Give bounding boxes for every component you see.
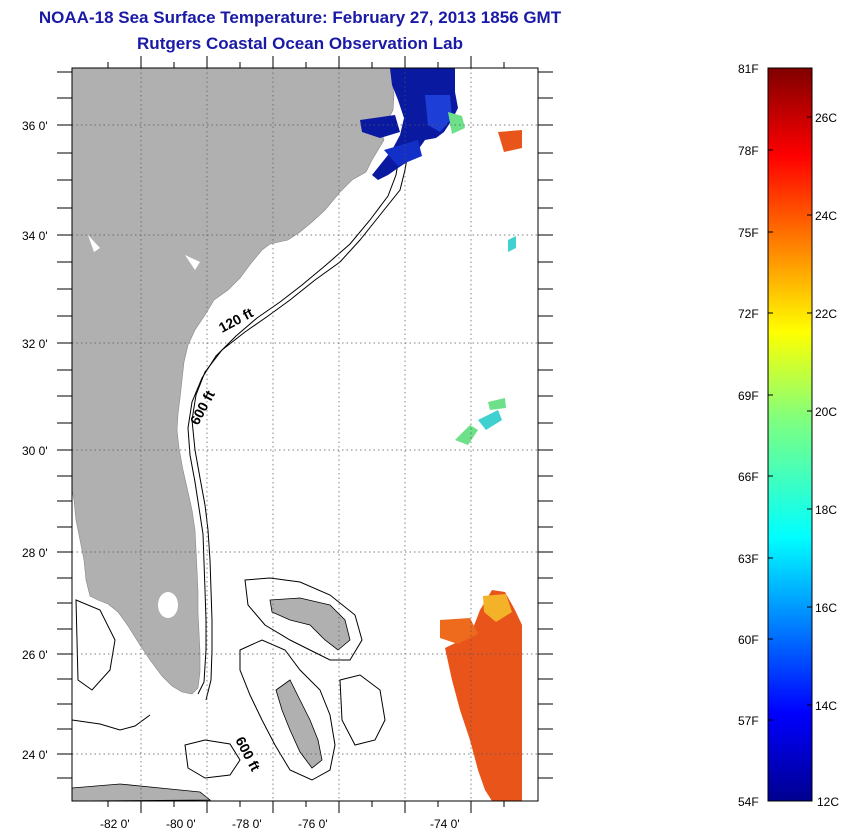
- lon-tick-label: -82 0': [100, 817, 130, 831]
- lat-tick-label: 36 0': [22, 119, 48, 133]
- map-graticule: [72, 68, 538, 801]
- colorbar-c-label: 20C: [815, 405, 837, 419]
- colorbar-f-label: 57F: [738, 714, 759, 728]
- lat-tick-label: 24 0': [22, 748, 48, 762]
- colorbar-f-label: 72F: [738, 307, 759, 321]
- lat-tick-label: 34 0': [22, 229, 48, 243]
- lon-tick-marks: [107, 56, 505, 813]
- colorbar-gradient: [767, 67, 813, 802]
- colorbar-c-label: 22C: [815, 307, 837, 321]
- colorbar-f-label: 66F: [738, 470, 759, 484]
- lat-tick-label: 32 0': [22, 337, 48, 351]
- bahamas-islands: [72, 597, 351, 801]
- sst-cold-patch: [360, 68, 465, 180]
- sst-scattered-patches: [455, 236, 516, 445]
- colorbar-c-label: 12C: [817, 795, 839, 809]
- map-plot-area: 120 ft 600 ft 600 ft: [22, 56, 553, 831]
- estuary: [185, 255, 200, 270]
- sst-warm-patch: [440, 130, 522, 801]
- colorbar-f-label: 54F: [738, 795, 759, 809]
- lon-tick-label: -78 0': [232, 817, 262, 831]
- colorbar-f-label: 60F: [738, 633, 759, 647]
- colorbar-c-label: 24C: [815, 209, 837, 223]
- map-frame: [71, 67, 539, 802]
- lon-tick-label: -74 0': [430, 817, 460, 831]
- colorbar-f-label: 63F: [738, 552, 759, 566]
- colorbar-f-label: 69F: [738, 389, 759, 403]
- colorbar-f-label: 81F: [738, 62, 759, 76]
- lake-okeechobee: [158, 592, 178, 618]
- colorbar-c-label: 14C: [815, 699, 837, 713]
- colorbar-c-label: 26C: [815, 111, 837, 125]
- colorbar-f-label: 78F: [738, 144, 759, 158]
- lat-tick-label: 28 0': [22, 546, 48, 560]
- colorbar-c-label: 16C: [815, 601, 837, 615]
- colorbar-c-label: 18C: [815, 503, 837, 517]
- colorbar-f-label: 75F: [738, 226, 759, 240]
- colorbar-ticks: [768, 116, 812, 721]
- lat-tick-marks: [57, 71, 553, 779]
- map-title: NOAA-18 Sea Surface Temperature: Februar…: [38, 8, 562, 27]
- lon-tick-label: -80 0': [166, 817, 196, 831]
- temperature-colorbar: 81F 78F 75F 72F 69F 66F 63F 60F 57F 54F …: [738, 62, 839, 809]
- lat-tick-label: 26 0': [22, 648, 48, 662]
- map-subtitle: Rutgers Coastal Ocean Observation Lab: [137, 34, 463, 53]
- bathymetry-contours: [72, 139, 411, 781]
- lat-tick-label: 30 0': [22, 444, 48, 458]
- estuary: [88, 235, 100, 252]
- land-us-southeast: [72, 68, 395, 695]
- lon-tick-label: -76 0': [298, 817, 328, 831]
